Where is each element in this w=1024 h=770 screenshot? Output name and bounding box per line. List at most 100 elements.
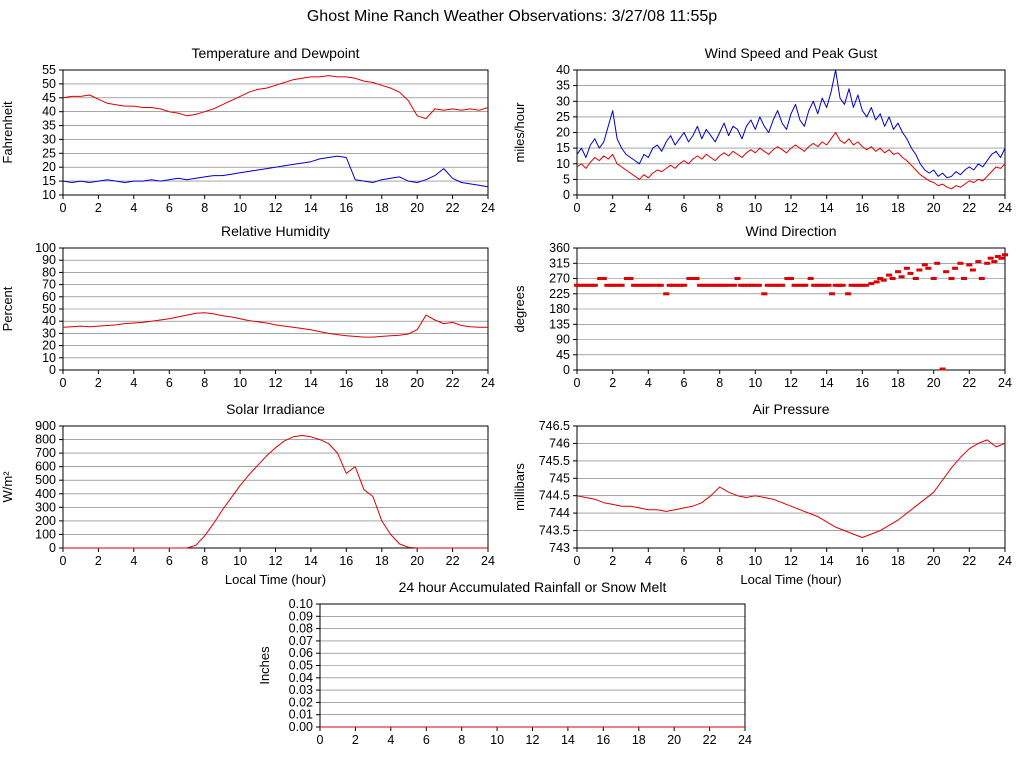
svg-text:10: 10 [42, 188, 56, 202]
svg-text:15: 15 [556, 141, 570, 155]
svg-text:10: 10 [233, 201, 247, 215]
svg-text:50: 50 [42, 77, 56, 91]
svg-text:22: 22 [446, 376, 460, 390]
chart-air-pressure: 743 743.5 744 744.5 745 745.5 746 746.5 0 2 4 6 8 10 1… [512, 392, 1024, 597]
svg-text:20: 20 [667, 733, 681, 747]
svg-text:24 hour Accumulated Rainfall o: 24 hour Accumulated Rainfall or Snow Mel… [399, 579, 667, 595]
svg-text:746: 746 [549, 436, 570, 450]
svg-text:0.07: 0.07 [289, 634, 313, 648]
svg-text:500: 500 [35, 473, 56, 487]
svg-text:12: 12 [269, 201, 283, 215]
svg-text:700: 700 [35, 446, 56, 460]
svg-text:35: 35 [556, 79, 570, 93]
svg-text:6: 6 [166, 376, 173, 390]
svg-text:24: 24 [998, 376, 1012, 390]
svg-text:Solar Irradiance: Solar Irradiance [226, 401, 325, 417]
svg-text:Fahrenheit: Fahrenheit [0, 101, 15, 164]
svg-text:25: 25 [42, 146, 56, 160]
svg-text:14: 14 [561, 733, 575, 747]
chart-solar-irradiance: 0 100 200 300 400 500 600 700 800 900 0 2 4 6 8 10 12 14 1… [0, 392, 505, 597]
svg-text:2: 2 [95, 376, 102, 390]
svg-text:8: 8 [716, 554, 723, 568]
svg-text:40: 40 [556, 63, 570, 77]
svg-text:24: 24 [481, 554, 495, 568]
svg-text:55: 55 [42, 63, 56, 77]
svg-text:0: 0 [60, 554, 67, 568]
svg-text:12: 12 [269, 376, 283, 390]
svg-text:10: 10 [748, 554, 762, 568]
chart-wind-direction: 0 45 90 135 180 225 270 315 360 0 2 4 6 8 10 12 14 16 18 20… [512, 214, 1024, 399]
svg-text:18: 18 [891, 376, 905, 390]
svg-text:18: 18 [375, 201, 389, 215]
svg-text:180: 180 [549, 302, 570, 316]
svg-text:315: 315 [549, 256, 570, 270]
svg-text:2: 2 [352, 733, 359, 747]
svg-text:0: 0 [49, 363, 56, 377]
svg-text:4: 4 [645, 201, 652, 215]
svg-text:744.5: 744.5 [539, 489, 570, 503]
svg-text:16: 16 [855, 376, 869, 390]
svg-text:8: 8 [201, 201, 208, 215]
svg-text:Air Pressure: Air Pressure [752, 401, 829, 417]
svg-text:12: 12 [784, 376, 798, 390]
svg-text:0: 0 [317, 733, 324, 747]
svg-text:30: 30 [42, 326, 56, 340]
page-title: Ghost Mine Ranch Weather Observations: 3… [306, 8, 718, 25]
svg-text:135: 135 [549, 317, 570, 331]
svg-text:24: 24 [481, 201, 495, 215]
svg-text:10: 10 [233, 554, 247, 568]
svg-text:20: 20 [42, 339, 56, 353]
svg-text:Percent: Percent [0, 286, 15, 331]
svg-text:5: 5 [563, 172, 570, 186]
chart-relative-humidity: 0 10 20 30 40 50 60 70 80 90 100 0 2 4 6 8 10 12 14 16 18 20 2… [0, 214, 505, 399]
svg-text:6: 6 [423, 733, 430, 747]
svg-text:8: 8 [458, 733, 465, 747]
svg-text:30: 30 [42, 132, 56, 146]
svg-text:745.5: 745.5 [539, 454, 570, 468]
svg-text:743.5: 743.5 [539, 524, 570, 538]
svg-text:100: 100 [35, 527, 56, 541]
svg-text:745: 745 [549, 471, 570, 485]
svg-text:Wind Direction: Wind Direction [745, 223, 836, 239]
svg-text:Local Time (hour): Local Time (hour) [740, 572, 841, 587]
svg-text:2: 2 [95, 554, 102, 568]
svg-text:Inches: Inches [257, 646, 272, 685]
svg-text:0.05: 0.05 [289, 659, 313, 673]
svg-text:2: 2 [95, 201, 102, 215]
svg-text:45: 45 [42, 91, 56, 105]
svg-text:8: 8 [201, 554, 208, 568]
svg-text:6: 6 [681, 201, 688, 215]
svg-text:14: 14 [820, 376, 834, 390]
svg-text:12: 12 [269, 554, 283, 568]
svg-text:200: 200 [35, 514, 56, 528]
svg-text:100: 100 [35, 241, 56, 255]
svg-text:20: 20 [556, 126, 570, 140]
svg-text:18: 18 [632, 733, 646, 747]
svg-text:300: 300 [35, 500, 56, 514]
svg-text:40: 40 [42, 314, 56, 328]
svg-text:0.04: 0.04 [289, 671, 313, 685]
svg-text:0.08: 0.08 [289, 622, 313, 636]
svg-text:2: 2 [609, 201, 616, 215]
rainfall-svg: 0.000.010.020.030.040.050.060.070.080.09… [257, 579, 752, 747]
svg-text:Local Time (hour): Local Time (hour) [225, 572, 326, 587]
svg-text:14: 14 [820, 201, 834, 215]
svg-text:0.03: 0.03 [289, 683, 313, 697]
svg-text:270: 270 [549, 272, 570, 286]
chart-rainfall: 0.00 0.01 0.02 0.03 0.04 0.05 0.06 0.07 0.08 0.09… [257, 570, 762, 770]
svg-text:15: 15 [42, 174, 56, 188]
svg-text:0: 0 [574, 554, 581, 568]
svg-text:800: 800 [35, 433, 56, 447]
svg-text:0: 0 [563, 188, 570, 202]
svg-text:746.5: 746.5 [539, 419, 570, 433]
svg-text:20: 20 [410, 554, 424, 568]
svg-text:2: 2 [609, 554, 616, 568]
svg-text:16: 16 [339, 376, 353, 390]
svg-text:0.01: 0.01 [289, 708, 313, 722]
svg-text:6: 6 [166, 201, 173, 215]
svg-text:0: 0 [60, 201, 67, 215]
